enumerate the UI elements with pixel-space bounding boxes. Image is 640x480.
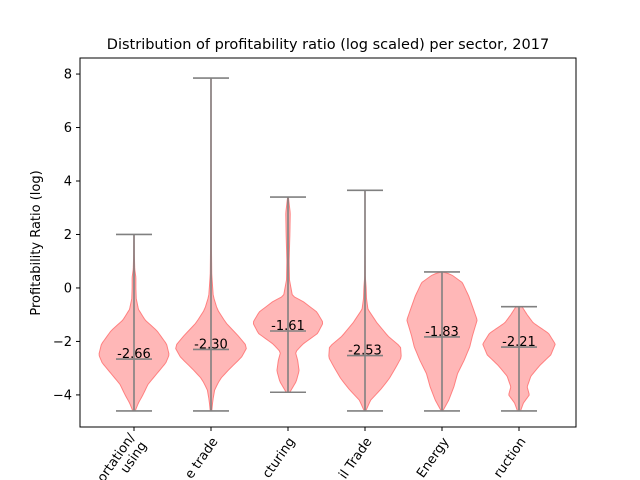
median-label: -2.30	[194, 337, 228, 352]
x-tick-label: e trade	[182, 435, 221, 480]
x-tick-label: cturing	[260, 435, 299, 480]
chart-title: Distribution of profitability ratio (log…	[107, 37, 549, 53]
y-tick-label: 2	[64, 228, 72, 243]
median-label: -2.21	[502, 335, 536, 350]
median-label: -1.83	[425, 325, 459, 340]
plot-frame	[79, 57, 577, 428]
x-axis: ortation/using e trade cturing il Trade Ener…	[95, 427, 530, 480]
x-tick-label-line: e trade	[182, 435, 221, 480]
y-tick-label: 6	[64, 121, 72, 136]
x-tick-label: ortation/using	[95, 430, 151, 480]
plot-area: -2.66 -2.30 -1.61 -2.53 -1.83 -2.21	[98, 77, 556, 412]
x-tick-label: Energy	[414, 435, 453, 480]
y-tick-label: −2	[53, 335, 72, 350]
y-tick-label: 8	[64, 68, 72, 83]
x-tick-label-line: ruction	[491, 435, 529, 480]
y-axis-label: Profitability Ratio (log)	[29, 170, 44, 315]
x-tick-label-line: Energy	[414, 435, 453, 480]
y-axis: −4 −2 0 2 4 6 8	[53, 68, 80, 403]
x-tick-label-line: cturing	[260, 435, 299, 480]
x-tick-label-line: il Trade	[336, 435, 375, 480]
x-tick-label: il Trade	[336, 435, 375, 480]
y-tick-label: 4	[64, 175, 72, 190]
median-label: -2.53	[348, 344, 382, 359]
median-label: -1.61	[271, 319, 305, 334]
median-label: -2.66	[117, 347, 151, 362]
y-tick-label: −4	[53, 388, 72, 403]
y-tick-label: 0	[64, 281, 72, 296]
x-tick-label: ruction	[491, 435, 529, 480]
